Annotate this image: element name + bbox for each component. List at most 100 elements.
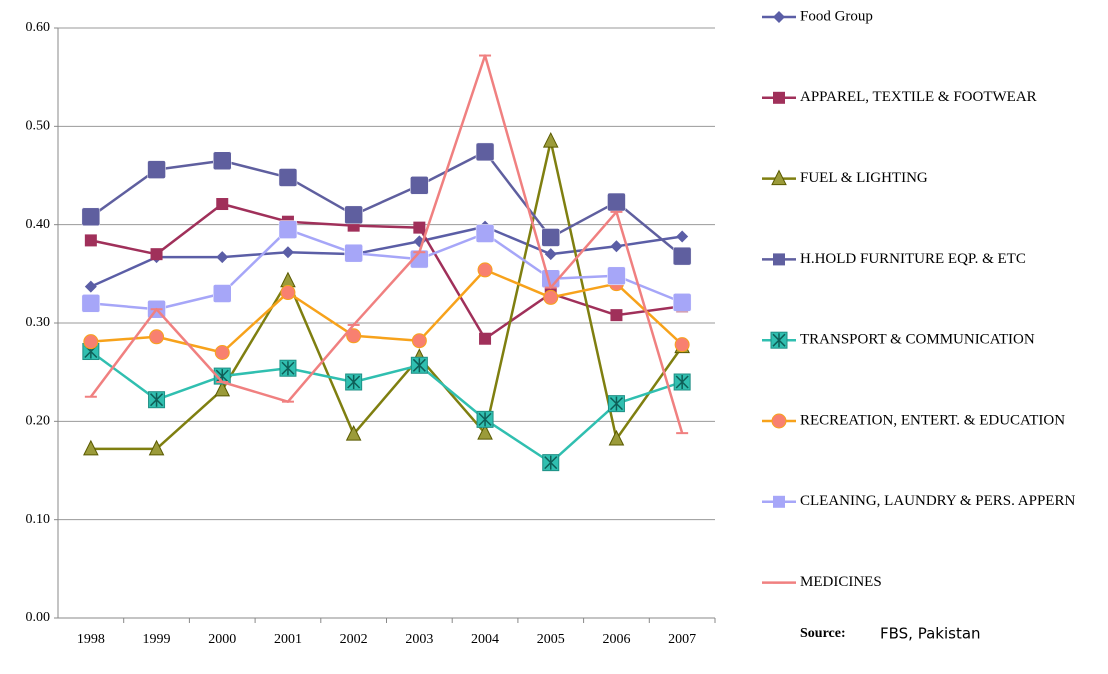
marker: [148, 439, 165, 456]
legend-label: APPAREL, TEXTILE & FOOTWEAR: [800, 89, 1037, 105]
marker: [479, 332, 492, 345]
series-line: [90, 202, 683, 340]
marker: [344, 205, 363, 225]
marker: [672, 293, 692, 312]
marker: [213, 284, 232, 303]
legend-label: CLEANING, LAUNDRY & PERS. APPERN: [800, 493, 1075, 509]
marker: [278, 168, 298, 187]
marker: [216, 251, 229, 264]
legend-label: TRANSPORT & COMMUNICATION: [800, 332, 1035, 348]
x-tick-label: 2006: [602, 632, 630, 647]
marker: [81, 207, 101, 227]
marker: [771, 413, 787, 429]
x-tick-label: 2000: [208, 632, 236, 647]
marker: [544, 248, 557, 261]
marker: [83, 439, 99, 456]
marker-star: [772, 333, 786, 348]
legend-label: H.HOLD FURNITURE EQP. & ETC: [800, 251, 1026, 267]
marker: [676, 230, 689, 243]
y-tick-label: 0.00: [26, 610, 51, 625]
marker: [410, 356, 428, 374]
marker: [672, 246, 692, 266]
marker: [770, 331, 788, 349]
y-tick-label: 0.50: [26, 119, 51, 134]
marker: [543, 289, 559, 305]
marker: [477, 262, 493, 278]
y-tick-label: 0.40: [26, 217, 51, 232]
marker: [476, 410, 494, 428]
marker: [280, 271, 296, 288]
series-line: [90, 350, 683, 464]
marker-star: [150, 392, 164, 407]
marker: [213, 367, 231, 385]
x-tick-label: 2002: [340, 632, 368, 647]
marker: [345, 424, 362, 441]
x-tick-label: 1999: [143, 632, 171, 647]
x-tick-label: 1998: [77, 632, 105, 647]
x-tick-label: 2003: [405, 632, 433, 647]
y-tick-label: 0.10: [26, 512, 51, 527]
marker: [150, 248, 163, 261]
legend-label: Food Group: [800, 8, 873, 24]
marker: [773, 11, 785, 23]
marker: [84, 234, 97, 247]
marker-star: [544, 455, 558, 470]
legend-label: RECREATION, ENTERT. & EDUCATION: [800, 412, 1065, 428]
marker: [214, 345, 230, 360]
series-line: [90, 228, 683, 311]
marker: [771, 169, 787, 186]
marker: [83, 334, 99, 350]
y-tick-label: 0.30: [26, 315, 51, 330]
marker: [477, 424, 493, 440]
y-tick-label: 0.60: [26, 20, 51, 35]
marker: [610, 309, 623, 322]
marker-star: [281, 361, 295, 376]
marker-star: [675, 375, 689, 389]
series-line: [90, 150, 683, 258]
marker: [280, 285, 296, 301]
marker: [216, 198, 229, 211]
marker: [279, 359, 297, 377]
marker: [773, 253, 785, 266]
marker: [607, 192, 626, 212]
marker: [773, 91, 785, 104]
marker: [610, 240, 623, 253]
marker: [84, 280, 97, 293]
marker: [149, 329, 165, 345]
marker: [542, 131, 559, 148]
series-line: [90, 139, 684, 451]
legend-label: MEDICINES: [800, 574, 882, 590]
source-label: Source:: [800, 626, 846, 641]
marker: [673, 373, 691, 391]
marker: [607, 395, 625, 413]
x-tick-label: 2007: [668, 632, 696, 647]
marker: [541, 228, 560, 247]
marker: [81, 294, 101, 313]
marker: [542, 454, 560, 472]
marker: [278, 220, 298, 239]
legend-label: FUEL & LIGHTING: [800, 170, 928, 186]
marker: [344, 243, 363, 263]
marker: [213, 151, 232, 170]
marker: [214, 380, 231, 397]
marker: [475, 224, 495, 243]
marker: [773, 495, 785, 508]
series-line: [89, 54, 684, 434]
marker: [607, 266, 626, 286]
x-tick-label: 2004: [471, 632, 499, 647]
marker: [345, 373, 363, 391]
marker: [410, 176, 429, 195]
marker: [411, 333, 427, 349]
marker: [346, 328, 362, 344]
marker: [475, 142, 495, 162]
marker: [281, 246, 294, 259]
x-tick-label: 2001: [274, 632, 302, 647]
marker-star: [412, 358, 426, 373]
marker-star: [347, 375, 361, 389]
marker-star: [609, 396, 623, 411]
source-text: FBS, Pakistan: [880, 625, 981, 643]
x-tick-label: 2005: [537, 632, 565, 647]
marker: [674, 337, 690, 353]
marker: [147, 160, 166, 179]
